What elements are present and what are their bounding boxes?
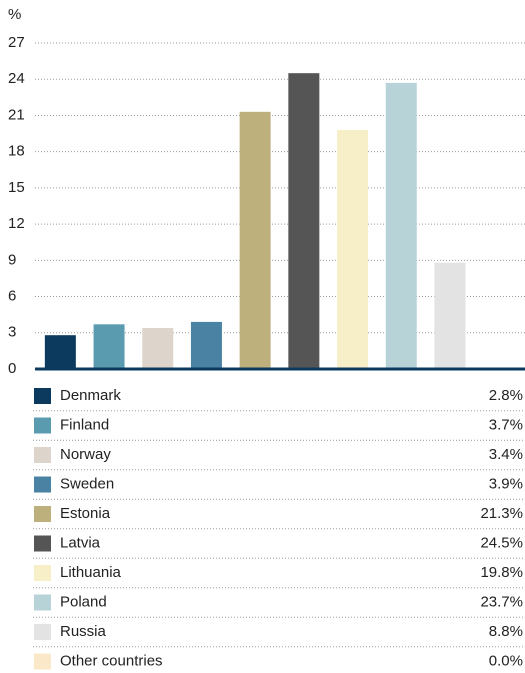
- legend-label: Denmark: [60, 387, 121, 404]
- legend-swatch: [34, 388, 51, 404]
- value-label: 23.7%: [480, 593, 523, 610]
- legend-swatch: [34, 417, 51, 434]
- value-label: 21.3%: [480, 505, 523, 522]
- y-tick-label: 9: [8, 251, 16, 268]
- y-tick-label: 27: [8, 34, 25, 51]
- bar: [44, 335, 76, 369]
- y-tick-label: 21: [8, 106, 25, 123]
- bar: [142, 327, 174, 369]
- y-tick-label: 3: [8, 324, 16, 341]
- legend-swatch: [34, 594, 51, 611]
- y-tick-label: 24: [8, 70, 25, 87]
- legend-label: Estonia: [60, 505, 111, 522]
- value-label: 0.0%: [489, 652, 523, 669]
- bar: [93, 324, 125, 369]
- y-axis-label: %: [8, 6, 21, 23]
- value-label: 8.8%: [489, 623, 523, 640]
- legend-label: Russia: [60, 623, 107, 640]
- legend-label: Latvia: [60, 534, 101, 551]
- legend-swatch: [34, 476, 51, 493]
- value-label: 24.5%: [480, 534, 523, 551]
- bar: [434, 262, 466, 369]
- legend-swatch: [34, 535, 51, 552]
- value-label: 3.9%: [489, 475, 523, 492]
- bar: [385, 82, 417, 369]
- y-tick-label: 15: [8, 179, 25, 196]
- value-label: 3.7%: [489, 416, 523, 433]
- bar: [190, 321, 222, 369]
- legend-swatch: [34, 506, 51, 522]
- bar: [288, 73, 320, 370]
- legend-swatch: [34, 565, 51, 581]
- value-label: 2.8%: [489, 387, 523, 404]
- legend-label: Poland: [60, 593, 107, 610]
- legend-label: Lithuania: [60, 564, 122, 581]
- legend-swatch: [34, 653, 51, 670]
- value-label: 19.8%: [480, 564, 523, 581]
- legend-label: Norway: [60, 446, 111, 463]
- y-tick-label: 0: [8, 360, 16, 377]
- legend-label: Other countries: [60, 652, 163, 669]
- y-tick-label: 12: [8, 215, 25, 232]
- legend-label: Finland: [60, 416, 109, 433]
- legend-label: Sweden: [60, 475, 114, 492]
- y-tick-label: 6: [8, 288, 16, 305]
- legend-swatch: [34, 447, 51, 463]
- bar: [337, 129, 369, 369]
- legend-swatch: [34, 624, 51, 640]
- bar: [239, 111, 271, 370]
- value-label: 3.4%: [489, 446, 523, 463]
- y-tick-label: 18: [8, 143, 25, 160]
